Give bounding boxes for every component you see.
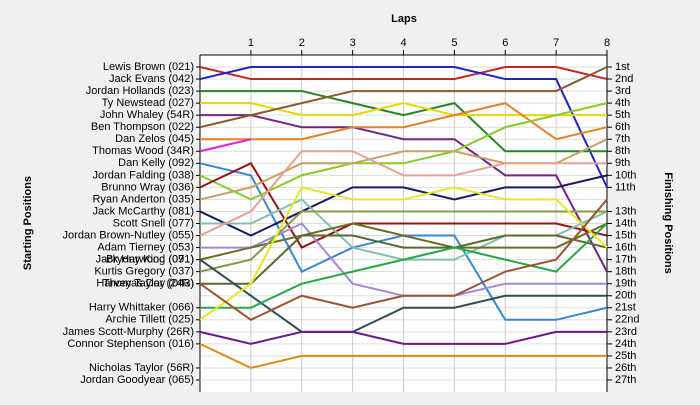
- finish-label: 27th: [615, 374, 636, 386]
- lap-line: [199, 186, 608, 321]
- finish-label: 16th: [615, 241, 636, 253]
- y2-axis-title: Finishing Positions: [662, 172, 674, 273]
- lap-line: [199, 330, 607, 345]
- driver-label: Jack Evans (042): [109, 73, 194, 85]
- lap-line: [199, 66, 608, 81]
- lap-line: [199, 174, 608, 237]
- driver-label: Thomas Wood (34R): [92, 145, 194, 157]
- x-tick-label: 4: [400, 37, 406, 49]
- driver-label: Brunno Wray (036): [101, 181, 194, 193]
- finish-label: 3rd: [615, 85, 631, 97]
- driver-label: Jordan Goodyear (065): [80, 374, 194, 386]
- driver-label: James Scott-Murphy (26R): [63, 326, 194, 338]
- driver-label: Harry Whittaker (066): [89, 302, 194, 314]
- driver-label: Bryony King (091): [106, 254, 194, 266]
- lap-line: [199, 342, 607, 370]
- lap-line: [200, 234, 608, 285]
- finish-label: 9th: [615, 157, 630, 169]
- x-tick-label: 1: [248, 37, 254, 49]
- lap-line: [199, 258, 607, 333]
- driver-label: Harvey Taylor (24R): [96, 278, 194, 290]
- finish-label: 26th: [615, 362, 636, 374]
- lap-line: [199, 150, 607, 237]
- driver-label: Adam Tierney (053): [97, 241, 194, 253]
- finish-label: 23rd: [615, 326, 637, 338]
- driver-label: Jack McCarthy (081): [93, 205, 194, 217]
- x-tick-label: 7: [553, 37, 559, 49]
- driver-label: Ty Newstead (027): [102, 97, 194, 109]
- driver-label: Ben Thompson (022): [91, 121, 194, 133]
- x-tick-label: 8: [604, 37, 610, 49]
- finish-label: 21st: [615, 302, 636, 314]
- finish-label: 18th: [615, 266, 636, 278]
- driver-label: Dan Kelly (092): [118, 157, 194, 169]
- finish-label: 4th: [615, 97, 630, 109]
- lap-line: [200, 102, 607, 117]
- x-tick-label: 6: [502, 37, 508, 49]
- lap-line: [199, 138, 252, 153]
- driver-label: Nicholas Taylor (56R): [89, 362, 194, 374]
- finish-label: 10th: [615, 169, 636, 181]
- lap-line: [199, 198, 608, 321]
- driver-label: Jordan Falding (038): [92, 169, 194, 181]
- lap-line: [199, 66, 608, 129]
- driver-label: Scott Snell (077): [113, 217, 194, 229]
- driver-label: Jordan Hollands (023): [86, 85, 194, 97]
- finish-label: 17th: [615, 254, 636, 266]
- finish-label: 8th: [615, 145, 630, 157]
- lap-line: [199, 66, 608, 188]
- lap-line: [200, 90, 607, 153]
- driver-label: John Whaley (54R): [100, 109, 194, 121]
- lap-line: [200, 114, 608, 273]
- finish-label: 5th: [615, 109, 630, 121]
- finish-label: 11th: [615, 181, 636, 193]
- finish-label: 7th: [615, 133, 630, 145]
- lap-line: [199, 210, 607, 273]
- x-tick-label: 5: [451, 37, 457, 49]
- finish-label: 6th: [615, 121, 630, 133]
- driver-label: Ryan Anderton (035): [92, 193, 194, 205]
- finish-label: 15th: [615, 229, 636, 241]
- driver-label: Archie Tillett (025): [105, 314, 194, 326]
- driver-label: Kurtis Gregory (037): [94, 266, 194, 278]
- finish-label: 25th: [615, 350, 636, 362]
- driver-label: Thomas Day (043): [103, 278, 194, 290]
- y-axis-title: Starting Positions: [22, 176, 34, 270]
- chart-title: Laps: [391, 13, 417, 25]
- finish-label: 14th: [615, 217, 636, 229]
- driver-label: Jack Harwood (071): [96, 254, 194, 266]
- driver-label: Lewis Brown (021): [103, 61, 194, 73]
- driver-label: Jordan Brown-Nutley (055): [63, 229, 194, 241]
- driver-label: Connor Stephenson (016): [67, 338, 194, 350]
- driver-label: Dan Zelos (045): [115, 133, 194, 145]
- lap-point: [199, 367, 201, 369]
- finish-label: 1st: [615, 61, 630, 73]
- finish-label: 13th: [615, 205, 636, 217]
- x-tick-label: 3: [350, 37, 356, 49]
- lap-line: [200, 222, 608, 309]
- lap-point: [199, 379, 201, 381]
- finish-label: 24th: [615, 338, 636, 350]
- lap-line: [200, 102, 608, 141]
- x-tick-label: 2: [299, 37, 305, 49]
- finish-label: 22nd: [615, 314, 639, 326]
- finish-label: 2nd: [615, 73, 633, 85]
- finish-label: 19th: [615, 278, 636, 290]
- finish-label: 20th: [615, 290, 636, 302]
